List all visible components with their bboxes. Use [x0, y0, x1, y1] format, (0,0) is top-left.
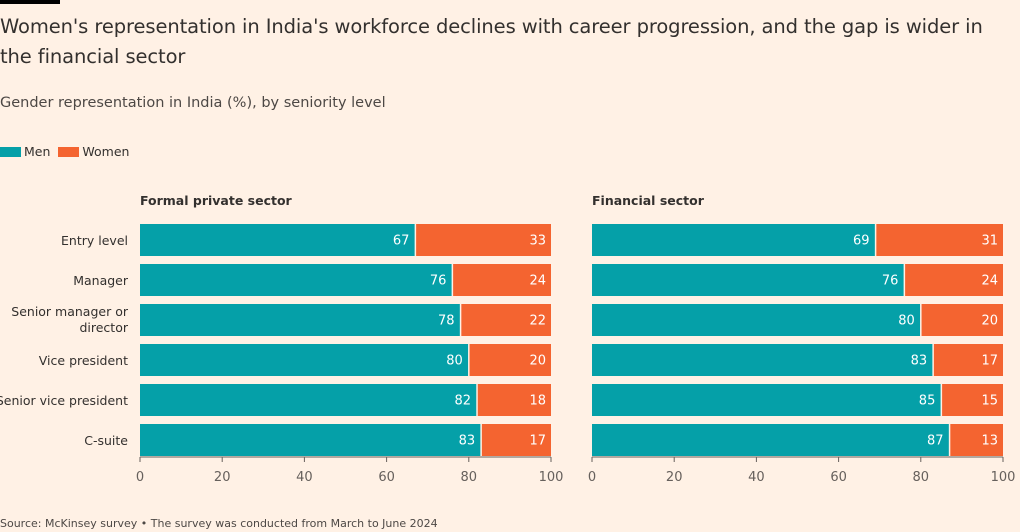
value-label-women: 24 [529, 274, 546, 289]
x-tick-label: 20 [214, 470, 231, 485]
row-label: Senior manager or director [11, 304, 128, 335]
value-label-women: 33 [529, 234, 546, 249]
source-note: Source: McKinsey survey • The survey was… [0, 517, 438, 530]
x-tick-label: 100 [991, 470, 1016, 485]
value-label-men: 80 [898, 314, 915, 329]
value-label-women: 20 [529, 354, 546, 369]
bar-men [592, 424, 950, 456]
legend-swatch-women [58, 146, 80, 157]
legend-item-men: Men [0, 144, 50, 159]
value-label-women: 24 [981, 274, 998, 289]
bar-men [140, 424, 482, 456]
bar-men [140, 224, 416, 256]
bar-men [140, 384, 478, 416]
row-label: Vice president [38, 353, 128, 368]
value-label-men: 78 [438, 314, 455, 329]
value-label-women: 31 [981, 234, 998, 249]
bar-men [592, 384, 942, 416]
brand-bar [0, 0, 60, 4]
legend-label-women: Women [82, 144, 130, 159]
x-tick-label: 100 [539, 470, 564, 485]
chart-subtitle: Gender representation in India (%), by s… [0, 95, 386, 111]
bar-women [415, 224, 551, 256]
value-label-men: 76 [882, 274, 899, 289]
bar-men [592, 304, 921, 336]
legend: Men Women [0, 144, 137, 159]
row-label: Entry level [61, 233, 128, 248]
bar-women [452, 264, 551, 296]
bar-women [875, 224, 1003, 256]
value-label-men: 67 [393, 234, 410, 249]
bar-women [460, 304, 551, 336]
value-label-women: 17 [529, 434, 546, 449]
bar-men [140, 304, 461, 336]
panel-title-private: Formal private sector [140, 193, 292, 208]
x-tick-label: 40 [748, 470, 765, 485]
value-label-women: 17 [981, 354, 998, 369]
x-tick-label: 20 [666, 470, 683, 485]
value-label-men: 69 [853, 234, 870, 249]
value-label-women: 15 [981, 394, 998, 409]
x-tick-label: 0 [588, 470, 596, 485]
x-tick-label: 0 [136, 470, 144, 485]
value-label-men: 80 [446, 354, 463, 369]
x-tick-label: 80 [913, 470, 930, 485]
value-label-women: 13 [981, 434, 998, 449]
value-label-men: 82 [454, 394, 471, 409]
value-label-women: 18 [529, 394, 546, 409]
row-label: Senior vice president [0, 393, 128, 408]
legend-swatch-men [0, 146, 21, 157]
value-label-women: 22 [529, 314, 546, 329]
bar-men [592, 224, 876, 256]
value-label-women: 20 [981, 314, 998, 329]
row-label: Manager [73, 273, 128, 288]
value-label-men: 83 [459, 434, 476, 449]
legend-item-women: Women [58, 144, 129, 159]
value-label-men: 87 [927, 434, 944, 449]
panel-title-financial: Financial sector [592, 193, 704, 208]
x-tick-label: 60 [378, 470, 395, 485]
bar-women [933, 344, 1003, 376]
bar-women [920, 304, 1003, 336]
x-tick-label: 40 [296, 470, 313, 485]
legend-label-men: Men [24, 144, 51, 159]
bar-men [140, 264, 453, 296]
bar-men [140, 344, 469, 376]
bar-women [468, 344, 551, 376]
bar-women [477, 384, 551, 416]
bar-men [592, 264, 905, 296]
bar-women [481, 424, 551, 456]
value-label-men: 76 [430, 274, 447, 289]
bar-women [949, 424, 1003, 456]
x-tick-label: 80 [461, 470, 478, 485]
bar-women [904, 264, 1003, 296]
bar-men [592, 344, 934, 376]
x-tick-label: 60 [830, 470, 847, 485]
value-label-men: 85 [919, 394, 936, 409]
bar-women [941, 384, 1003, 416]
row-label: C-suite [84, 433, 128, 448]
chart-title: Women's representation in India's workfo… [0, 15, 983, 68]
value-label-men: 83 [911, 354, 928, 369]
